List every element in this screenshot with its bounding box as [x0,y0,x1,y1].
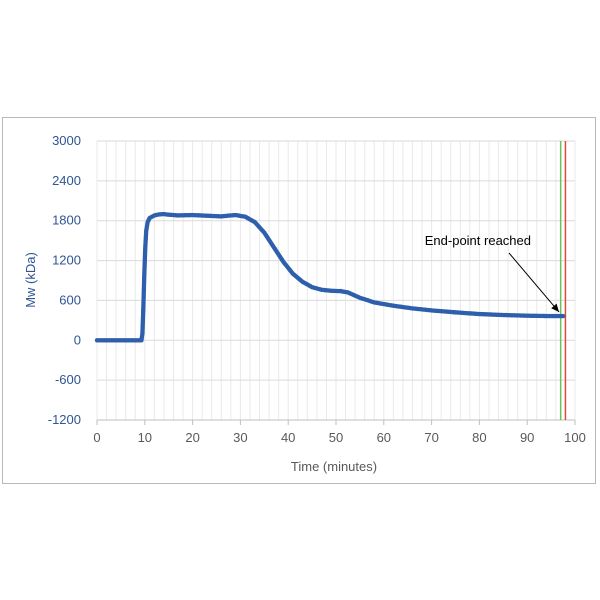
x-tick-label: 90 [520,430,534,445]
annotation-arrow-head [551,303,560,313]
x-tick-label: 100 [564,430,586,445]
x-tick-label: 20 [185,430,199,445]
x-tick-label: 10 [138,430,152,445]
data-point [560,313,566,319]
y-tick-label: -600 [55,372,81,387]
y-tick-label: 2400 [52,173,81,188]
y-tick-label: 600 [59,292,81,307]
y-tick-label: -1200 [48,412,81,427]
x-tick-label: 60 [377,430,391,445]
annotation-arrow-line [508,252,560,313]
x-tick-label: 30 [233,430,247,445]
y-tick-label: 1200 [52,253,81,268]
x-tick-label: 80 [472,430,486,445]
y-axis-ticks: -1200 -600 0 600 1200 1800 2400 3000 [48,133,81,427]
x-tick-label: 70 [424,430,438,445]
y-axis-title: Mw (kDa) [23,252,38,308]
x-tick-label: 0 [93,430,100,445]
end-point-lines [559,141,567,420]
x-axis-title: Time (minutes) [291,459,377,474]
x-tick-label: 40 [281,430,295,445]
x-tick-label: 50 [329,430,343,445]
x-axis-ticks: 0 10 20 30 40 50 60 70 80 90 100 [93,430,585,445]
annotations: End-point reached [425,233,560,313]
y-tick-label: 1800 [52,213,81,228]
grid [96,140,576,425]
annotation-label: End-point reached [425,233,531,248]
y-tick-label: 0 [74,332,81,347]
data-series [94,211,566,343]
y-tick-label: 3000 [52,133,81,148]
